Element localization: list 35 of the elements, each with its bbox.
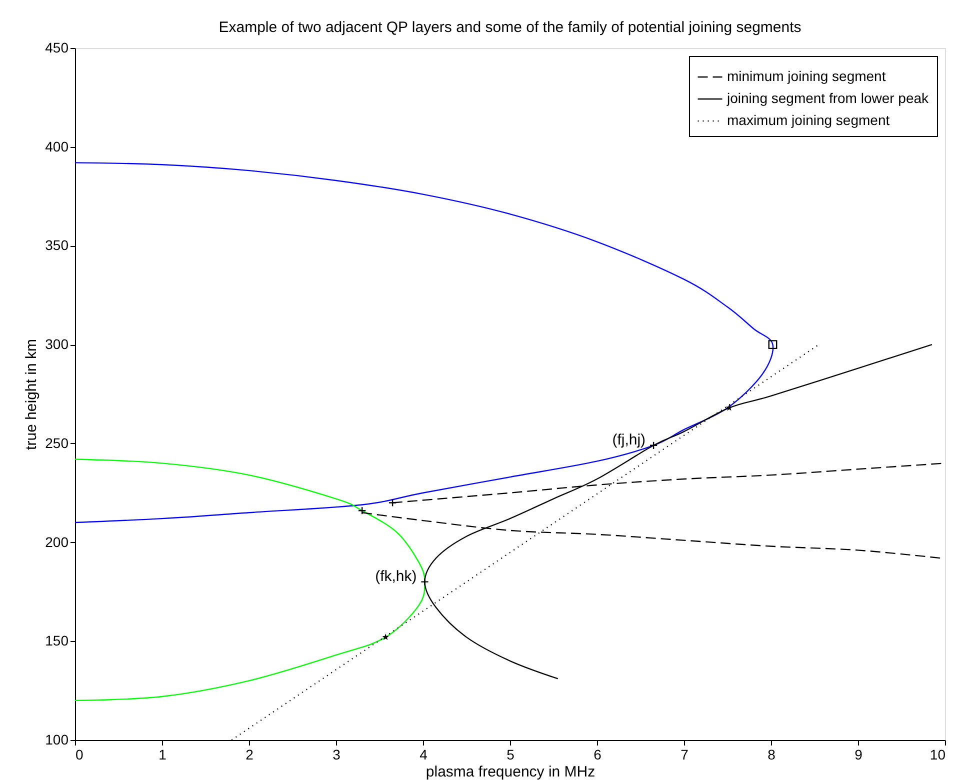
x-tick-label: 7 (680, 746, 689, 762)
x-tick-label: 4 (420, 746, 428, 762)
line-series (74, 458, 426, 702)
x-tick-label: 8 (768, 746, 776, 762)
y-tick-label: 400 (45, 138, 69, 154)
point (382, 634, 389, 640)
point (768, 340, 778, 350)
y-tick-label: 450 (45, 40, 69, 56)
point (649, 441, 658, 450)
x-tick-label: 9 (854, 746, 863, 762)
legend-label: minimum joining segment (727, 68, 886, 84)
point (420, 578, 429, 586)
annotation: (fk,hk) (375, 568, 417, 585)
y-tick-label: 350 (45, 237, 69, 254)
point (726, 404, 733, 411)
chart-title: Example of two adjacent QP layers and some of the family of potential joining segments (218, 19, 802, 36)
x-tick-label: 1 (158, 746, 167, 762)
y-tick-label: 250 (45, 434, 69, 451)
x-axis-title: plasma frequency in MHz (426, 764, 596, 780)
annotation: (fj,hj) (612, 431, 646, 448)
y-tick-label: 150 (45, 632, 69, 649)
point (358, 506, 366, 515)
x-tick-label: 10 (930, 746, 946, 762)
y-axis-title: true height in km (23, 339, 40, 450)
legend-label: maximum joining segment (727, 112, 890, 128)
x-tick-label: 2 (246, 746, 254, 762)
x-tick-label: 6 (594, 746, 602, 762)
y-tick-label: 200 (45, 534, 69, 550)
x-tick-label: 5 (506, 746, 515, 762)
x-tick-label: 0 (76, 746, 84, 762)
point (388, 498, 397, 507)
x-tick-label: 3 (332, 746, 341, 762)
y-tick-label: 100 (45, 732, 69, 748)
legend-label: joining segment from lower peak (726, 90, 930, 106)
y-tick-label: 300 (45, 336, 69, 352)
